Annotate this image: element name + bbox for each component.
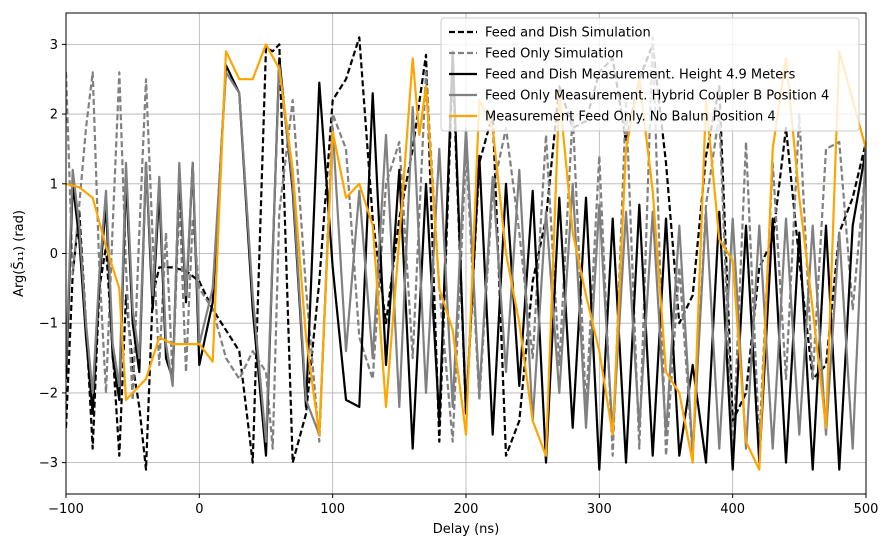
legend-label: Feed and Dish Measurement. Height 4.9 Me…	[485, 68, 796, 83]
legend-label: Feed and Dish Simulation	[485, 26, 651, 41]
x-tick-label: 400	[720, 502, 745, 517]
y-tick-label: 0	[50, 247, 58, 262]
x-tick-label: 0	[195, 502, 203, 517]
x-tick-label: −100	[48, 502, 84, 517]
series-line-5	[66, 43, 866, 471]
y-tick-label: 1	[50, 177, 58, 192]
legend-label: Feed Only Measurement. Hybrid Coupler B …	[485, 89, 829, 104]
y-tick-label: −2	[39, 386, 58, 401]
x-tick-label: 300	[587, 502, 612, 517]
y-tick-label: 2	[50, 108, 58, 123]
y-tick-label: 3	[50, 38, 58, 53]
y-axis-label: Arg(S̃₁₁) (rad)	[12, 210, 27, 297]
legend-label: Feed Only Simulation	[485, 47, 623, 62]
x-tick-label: 100	[320, 502, 345, 517]
x-tick-label: 500	[854, 502, 879, 517]
x-axis-label: Delay (ns)	[433, 522, 500, 537]
ticks: −100 0 100 200 300 400 500 −3 −2 −1 0 1 2 3	[39, 38, 879, 517]
legend-label: Measurement Feed Only. No Balun Position…	[485, 110, 776, 125]
x-tick-label: 200	[454, 502, 479, 517]
series-line-2	[66, 36, 866, 457]
legend: Feed and Dish Simulation Feed Only Simula…	[440, 17, 860, 132]
y-tick-label: −1	[39, 317, 58, 332]
legend-box	[440, 17, 860, 132]
y-tick-label: −3	[39, 456, 58, 471]
series-line-4	[66, 64, 866, 457]
